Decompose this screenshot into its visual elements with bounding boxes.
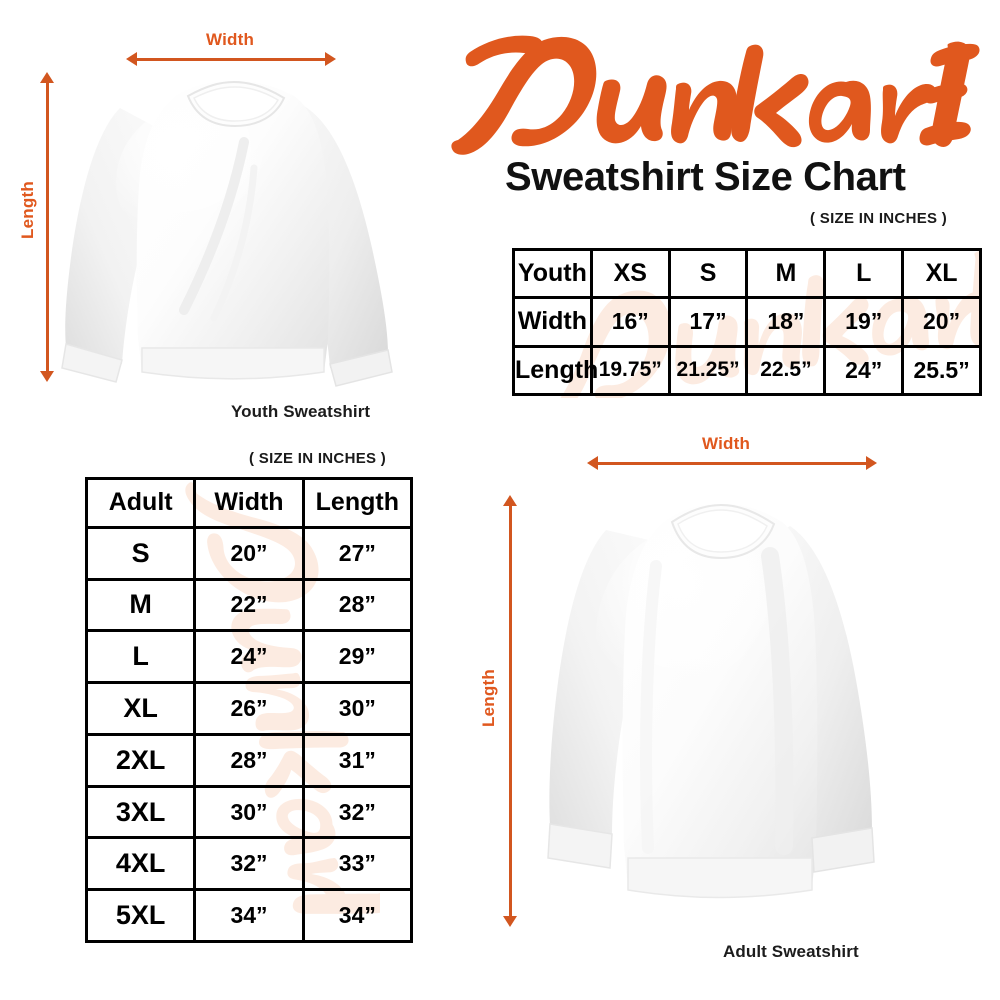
- adult-size-l: L: [84, 629, 197, 685]
- adult-length-xl: 30”: [301, 681, 414, 736]
- adult-sweatshirt-caption: Adult Sweatshirt: [723, 942, 859, 961]
- adult-width-arrow: [587, 456, 877, 470]
- table-row: Length 19.75” 21.25” 22.5” 24” 25.5”: [512, 344, 982, 397]
- adult-size-m: M: [84, 577, 197, 633]
- youth-width-m: 18”: [745, 296, 827, 348]
- youth-width-arrow: [126, 52, 336, 66]
- table-row: Youth XS S M L XL: [512, 247, 982, 300]
- youth-row-label-youth: Youth: [512, 247, 593, 300]
- youth-width-xl: 20”: [901, 296, 982, 348]
- youth-size-xl: XL: [901, 247, 982, 300]
- adult-length-4xl: 33”: [301, 836, 414, 892]
- adult-header-length: Length: [301, 477, 414, 529]
- youth-width-xs: 16”: [589, 296, 671, 348]
- youth-size-m: M: [745, 247, 827, 300]
- table-header-row: Adult Width Length: [84, 477, 414, 529]
- youth-length-arrow: [40, 72, 54, 382]
- youth-sweatshirt-image: [58, 72, 410, 402]
- page-title: Sweatshirt Size Chart: [505, 155, 906, 199]
- youth-width-label: Width: [206, 30, 255, 49]
- adult-width-s: 20”: [193, 525, 305, 581]
- adult-size-xl: XL: [84, 681, 197, 736]
- youth-size-table-wrap: Youth XS S M L XL Width 16” 17” 18” 19” …: [512, 247, 982, 397]
- adult-width-2xl: 28”: [193, 732, 305, 788]
- adult-length-label: Length: [479, 669, 498, 727]
- youth-row-label-length: Length: [512, 344, 598, 397]
- adult-width-m: 22”: [193, 577, 305, 633]
- table-row: 3XL 30” 32”: [84, 784, 414, 840]
- youth-length-label: Length: [18, 181, 37, 239]
- adult-inches-note: ( SIZE IN INCHES ): [249, 450, 387, 467]
- adult-width-xl: 26”: [193, 681, 305, 736]
- youth-row-label-width: Width: [512, 296, 593, 348]
- youth-width-l: 19”: [823, 296, 905, 348]
- adult-header-width: Width: [193, 477, 305, 529]
- table-row: 4XL 32” 33”: [84, 836, 414, 892]
- youth-size-s: S: [667, 247, 749, 300]
- adult-length-3xl: 32”: [301, 784, 414, 840]
- adult-length-l: 29”: [301, 629, 414, 685]
- adult-sweatshirt-image: [538, 496, 904, 932]
- table-row: XL 26” 30”: [84, 681, 414, 736]
- adult-length-arrow: [503, 495, 517, 927]
- adult-size-5xl: 5XL: [84, 888, 197, 943]
- youth-inches-note: ( SIZE IN INCHES ): [810, 210, 948, 227]
- youth-length-m: 22.5”: [745, 344, 827, 397]
- table-row: 5XL 34” 34”: [84, 888, 414, 943]
- youth-length-xl: 25.5”: [901, 344, 982, 397]
- adult-width-4xl: 32”: [193, 836, 305, 892]
- youth-length-l: 24”: [823, 344, 905, 397]
- adult-width-label: Width: [702, 434, 751, 453]
- adult-length-m: 28”: [301, 577, 414, 633]
- table-row: L 24” 29”: [84, 629, 414, 685]
- adult-size-3xl: 3XL: [84, 784, 197, 840]
- table-row: M 22” 28”: [84, 577, 414, 633]
- adult-header-size: Adult: [84, 477, 197, 529]
- youth-size-xs: XS: [589, 247, 671, 300]
- table-row: 2XL 28” 31”: [84, 732, 414, 788]
- youth-size-l: L: [823, 247, 905, 300]
- table-row: S 20” 27”: [84, 525, 414, 581]
- adult-width-5xl: 34”: [193, 888, 305, 943]
- adult-size-4xl: 4XL: [84, 836, 197, 892]
- brand-logo: [440, 28, 980, 158]
- adult-width-l: 24”: [193, 629, 305, 685]
- youth-size-table: Youth XS S M L XL Width 16” 17” 18” 19” …: [512, 247, 982, 397]
- youth-sweatshirt-caption: Youth Sweatshirt: [231, 402, 371, 421]
- adult-length-2xl: 31”: [301, 732, 414, 788]
- youth-length-s: 21.25”: [667, 344, 749, 397]
- adult-length-s: 27”: [301, 525, 414, 581]
- youth-width-s: 17”: [667, 296, 749, 348]
- adult-size-table: Adult Width Length S 20” 27” M 22” 28” L 24” 29”…: [84, 477, 414, 943]
- table-row: Width 16” 17” 18” 19” 20”: [512, 296, 982, 348]
- adult-size-table-wrap: Adult Width Length S 20” 27” M 22” 28” L 24” 29”…: [84, 477, 414, 943]
- adult-width-3xl: 30”: [193, 784, 305, 840]
- adult-size-s: S: [84, 525, 197, 581]
- youth-length-xs: 19.75”: [589, 344, 671, 397]
- adult-length-5xl: 34”: [301, 888, 414, 943]
- adult-size-2xl: 2XL: [84, 732, 197, 788]
